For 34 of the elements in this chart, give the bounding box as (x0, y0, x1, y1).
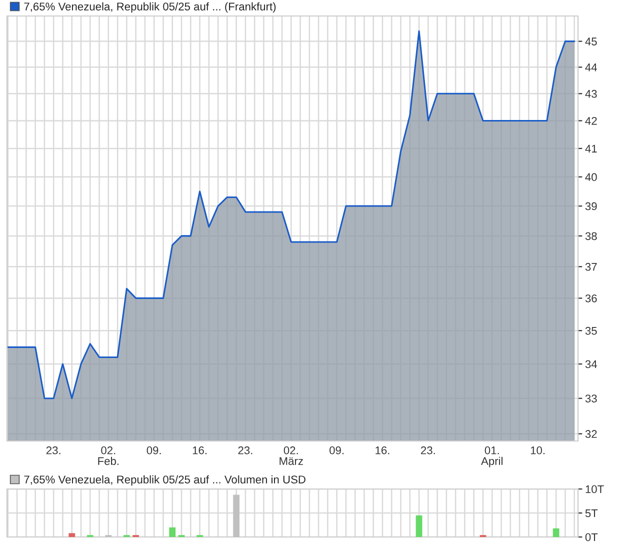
y-tick-label: 36 (585, 294, 597, 302)
x-tick-label: 16. (192, 446, 206, 454)
y-tick-label: 38 (585, 232, 597, 240)
y-tick-label: 32 (585, 430, 597, 438)
x-tick-label: 23. (238, 446, 252, 454)
y-tick-label: 42 (585, 116, 597, 125)
y-tick-label: 39 (585, 202, 597, 210)
bar (416, 515, 422, 537)
legend-label: 7,65% Venezuela, Republik 05/25 auf ... Volumen in USD (24, 475, 306, 486)
x-tick-label: 23. (421, 446, 435, 454)
y-tick-label: 10T (586, 485, 604, 494)
y-tick-label: 45 (585, 38, 597, 46)
y-tick-label: 35 (585, 326, 597, 335)
x-tick-label: 16. (376, 446, 390, 454)
y-tick-label: 0T (585, 533, 598, 542)
y-tick-label: 37 (585, 262, 597, 271)
y-tick-label: 5T (585, 509, 598, 518)
y-tick-label: 33 (585, 394, 597, 402)
legend-label: 7,65% Venezuela, Republik 05/25 auf ... (Frankfurt) (24, 2, 276, 13)
y-tick-label: 44 (585, 64, 597, 72)
y-tick-label: 43 (585, 90, 597, 98)
y-tick-label: 41 (585, 144, 597, 152)
x-tick-label: 23. (46, 446, 60, 454)
x-tick-label: 02. März (280, 446, 303, 466)
y-tick-label: 34 (585, 360, 597, 368)
y-tick-label: 40 (585, 173, 597, 182)
x-tick-label: 02. Feb. (98, 446, 119, 466)
x-tick-label: 10. (530, 446, 545, 454)
x-tick-label: 01. April (481, 446, 502, 468)
bar (552, 528, 560, 537)
x-tick-label: 09. (146, 446, 161, 454)
bar (68, 533, 76, 537)
bar (169, 527, 176, 537)
x-tick-label: 09. (330, 446, 344, 454)
